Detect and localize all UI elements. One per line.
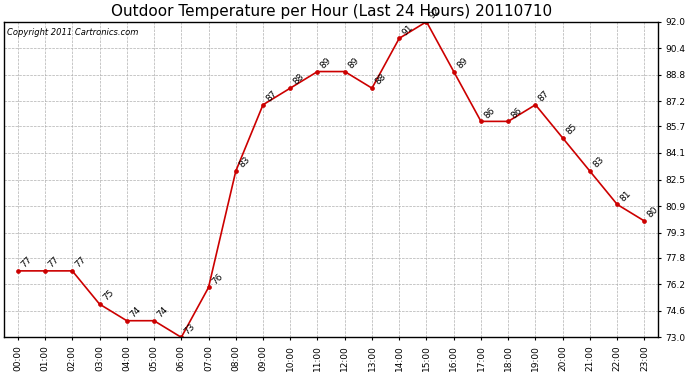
Text: 92: 92 <box>428 6 442 20</box>
Text: 77: 77 <box>46 255 61 270</box>
Text: 77: 77 <box>19 255 34 270</box>
Text: 88: 88 <box>373 72 388 87</box>
Text: 83: 83 <box>237 155 252 170</box>
Text: 75: 75 <box>101 288 115 303</box>
Text: 74: 74 <box>128 305 143 320</box>
Text: 89: 89 <box>319 56 333 70</box>
Text: 89: 89 <box>346 56 361 70</box>
Text: 76: 76 <box>210 272 224 286</box>
Text: 89: 89 <box>455 56 470 70</box>
Text: 86: 86 <box>510 105 524 120</box>
Title: Outdoor Temperature per Hour (Last 24 Hours) 20110710: Outdoor Temperature per Hour (Last 24 Ho… <box>110 4 552 19</box>
Text: 80: 80 <box>646 205 660 220</box>
Text: 77: 77 <box>74 255 88 270</box>
Text: 73: 73 <box>183 321 197 336</box>
Text: Copyright 2011 Cartronics.com: Copyright 2011 Cartronics.com <box>8 28 139 37</box>
Text: 87: 87 <box>264 89 279 104</box>
Text: 85: 85 <box>564 122 579 136</box>
Text: 86: 86 <box>482 105 497 120</box>
Text: 81: 81 <box>619 189 633 203</box>
Text: 88: 88 <box>292 72 306 87</box>
Text: 83: 83 <box>591 155 606 170</box>
Text: 91: 91 <box>401 22 415 37</box>
Text: 87: 87 <box>537 89 551 104</box>
Text: 74: 74 <box>155 305 170 320</box>
